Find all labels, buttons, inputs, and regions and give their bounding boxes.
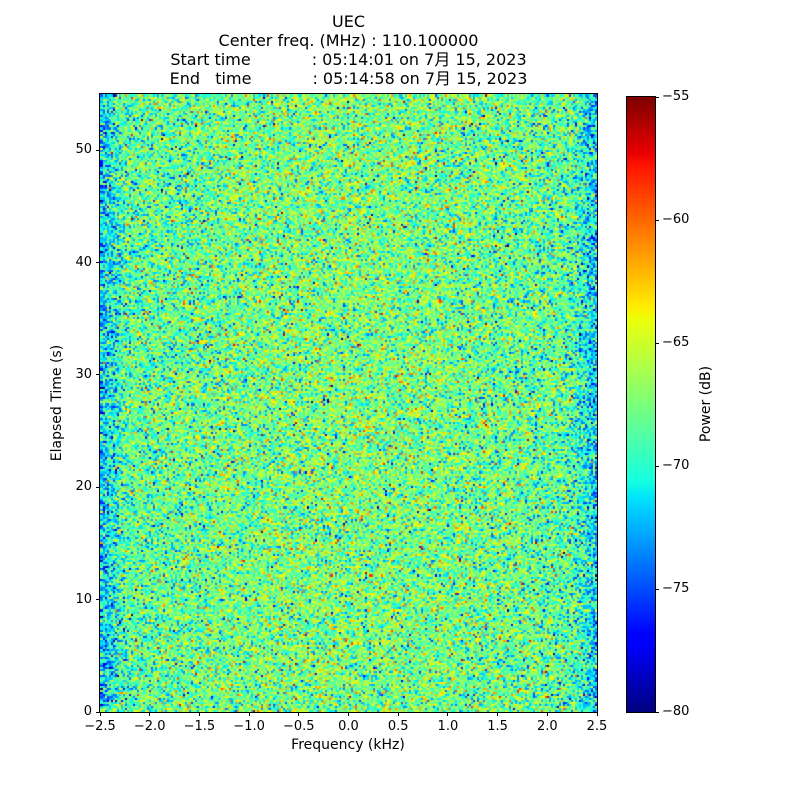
subtitle-center-freq: Center freq. (MHz) : 110.100000 (218, 31, 479, 50)
y-tick-label: 50 (75, 142, 92, 158)
x-tick-label: 0.0 (338, 719, 359, 734)
colorbar-tick-label: −65 (662, 335, 690, 350)
x-tick-mark (298, 712, 300, 716)
x-tick-mark (149, 712, 151, 716)
x-tick-label: −2.0 (133, 719, 166, 734)
x-tick-mark (397, 712, 399, 716)
chart-title: UEC (332, 12, 365, 31)
x-tick-label: 0.5 (387, 719, 409, 734)
colorbar (626, 96, 656, 713)
colorbar-tick-mark (655, 588, 659, 590)
x-tick-mark (348, 712, 349, 716)
x-tick-label: −1.5 (183, 719, 216, 734)
x-axis-label: Frequency (kHz) (291, 737, 405, 753)
x-tick-mark (248, 712, 250, 716)
x-tick-label: −2.5 (84, 719, 116, 734)
y-tick-label: 20 (75, 479, 92, 495)
colorbar-tick-label: −80 (662, 704, 690, 719)
x-tick-mark (497, 712, 499, 716)
x-tick-label: −1.0 (233, 719, 265, 734)
x-tick-label: −0.5 (283, 719, 315, 734)
chart-header: UEC Center freq. (MHz) : 110.100000 Star… (100, 12, 597, 88)
x-tick-label: 1.5 (487, 719, 508, 734)
y-tick-mark (96, 374, 100, 376)
x-tick-label: 2.0 (536, 719, 558, 734)
x-tick-mark (99, 712, 101, 716)
y-tick-mark (96, 486, 100, 488)
spectrogram-plot (99, 93, 598, 713)
y-tick-label: 40 (75, 254, 92, 270)
colorbar-tick-mark (655, 219, 659, 221)
x-tick-mark (546, 712, 548, 716)
colorbar-tick-mark (655, 96, 659, 98)
y-tick-label: 0 (83, 704, 92, 719)
spectrogram-canvas (100, 94, 597, 712)
y-axis-label: Elapsed Time (s) (49, 344, 65, 462)
y-tick-mark (96, 262, 100, 264)
x-tick-mark (447, 712, 449, 716)
colorbar-tick-mark (655, 465, 659, 467)
x-tick-label: 2.5 (586, 719, 608, 734)
y-tick-mark (96, 711, 100, 713)
colorbar-tick-mark (655, 711, 659, 713)
y-tick-mark (96, 149, 100, 151)
subtitle-end-time: End time : 05:14:58 on 7月 15, 2023 (169, 69, 528, 88)
colorbar-tick-mark (655, 342, 659, 344)
y-tick-mark (96, 599, 100, 601)
colorbar-label: Power (dB) (698, 365, 714, 443)
colorbar-canvas (627, 97, 655, 712)
subtitle-start-time: Start time : 05:14:01 on 7月 15, 2023 (170, 50, 527, 69)
y-tick-label: 30 (75, 366, 92, 382)
colorbar-tick-label: −60 (662, 212, 690, 227)
x-tick-mark (596, 712, 598, 716)
colorbar-tick-label: −70 (662, 458, 690, 473)
x-tick-mark (198, 712, 200, 716)
colorbar-tick-label: −55 (662, 89, 690, 104)
y-tick-label: 10 (75, 591, 92, 607)
colorbar-tick-label: −75 (662, 581, 690, 596)
x-tick-label: 1.0 (437, 719, 459, 734)
